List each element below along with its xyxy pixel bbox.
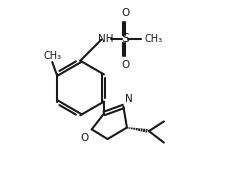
Text: NH: NH — [98, 34, 114, 44]
Text: CH₃: CH₃ — [144, 34, 163, 44]
Text: N: N — [125, 94, 133, 104]
Text: S: S — [121, 32, 129, 45]
Text: O: O — [121, 60, 129, 70]
Text: O: O — [121, 8, 129, 18]
Text: CH₃: CH₃ — [43, 51, 61, 61]
Text: O: O — [80, 133, 88, 143]
